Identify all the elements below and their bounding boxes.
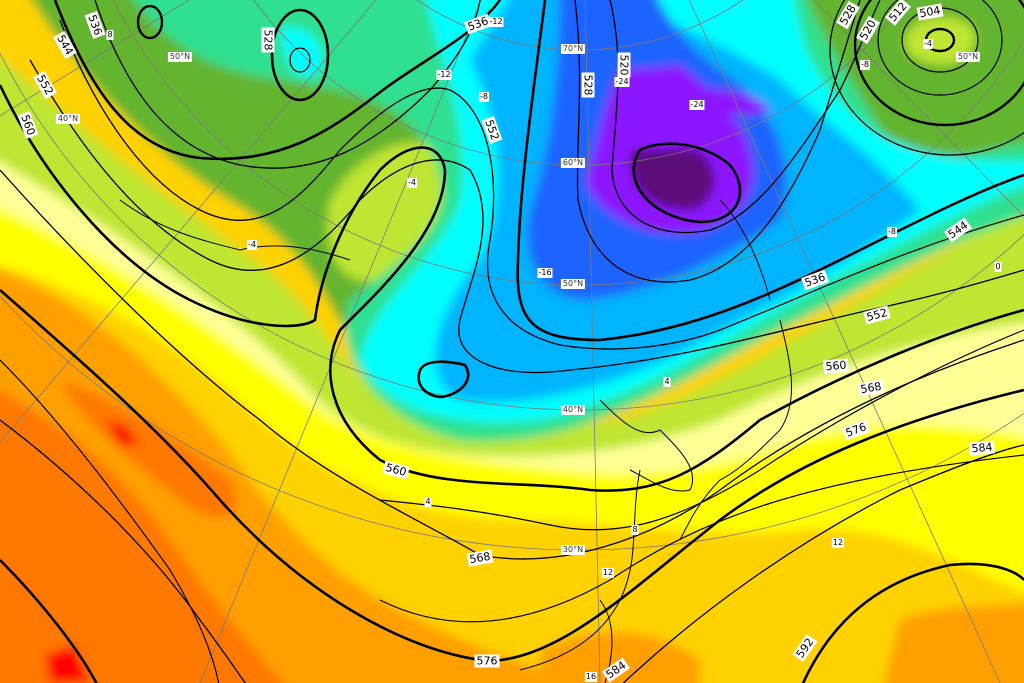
height-label: 528 <box>581 72 595 98</box>
height-label: 520 <box>617 52 631 78</box>
contour-528 <box>53 0 502 161</box>
contour-512-closed <box>632 142 742 224</box>
contour-584 <box>622 444 1024 683</box>
coastline <box>679 319 792 541</box>
contour-closed <box>136 4 164 40</box>
shade-purple-ne <box>690 88 770 115</box>
contour-closed <box>289 47 311 73</box>
shade-yellow-green <box>0 57 1024 457</box>
contour-560 <box>0 84 1024 492</box>
contour-592-west <box>0 559 98 683</box>
latitude-label: 70°N <box>560 44 586 54</box>
temperature-label: -4 <box>247 240 257 250</box>
contour-584-west <box>0 419 246 683</box>
meridian <box>0 0 377 443</box>
contour-528-trough <box>574 0 861 283</box>
temperature-label: -24 <box>614 77 630 87</box>
shade-yellow <box>0 182 1024 593</box>
temperature-label: 0 <box>994 262 1002 272</box>
temperature-label: -12 <box>488 17 504 27</box>
temperature-label: -8 <box>479 92 489 102</box>
shade-orange-east <box>884 602 1024 683</box>
coastline <box>119 199 351 261</box>
contour-520 <box>609 0 881 234</box>
temperature-label: -8 <box>860 60 870 70</box>
height-label: 560 <box>822 358 850 374</box>
temperature-label: 16 <box>584 672 598 682</box>
temperature-label: -12 <box>436 70 452 80</box>
temperature-label: -4 <box>407 178 417 188</box>
height-label: 528 <box>261 27 275 53</box>
shade-dark-orange-2 <box>60 380 237 518</box>
height-label: 584 <box>968 440 996 456</box>
contour-528-closed <box>270 8 330 102</box>
coastline <box>599 399 694 492</box>
latitude-label: 60°N <box>560 158 586 168</box>
temperature-label: 12 <box>831 538 845 548</box>
contour-552 <box>29 59 1024 374</box>
temperature-label: -4 <box>923 39 933 49</box>
contour-cutoff-low <box>417 360 470 399</box>
shade-dark-purple <box>629 148 715 211</box>
temperature-label: -24 <box>689 100 705 110</box>
latitude-label: 30°N <box>560 545 586 555</box>
height-label: 576 <box>474 654 500 668</box>
shade-dark-orange <box>0 390 284 683</box>
temperature-label: 8 <box>106 30 114 40</box>
meridian <box>199 0 482 683</box>
contour-thin <box>379 454 1024 623</box>
contour-592 <box>801 562 1024 683</box>
latitude-label: 40°N <box>560 405 586 415</box>
contour-536 <box>94 0 481 169</box>
shade-red <box>105 420 140 445</box>
coastlines <box>119 199 792 683</box>
temperature-label: -16 <box>537 268 553 278</box>
contour-thin <box>0 359 220 683</box>
latitude-label: 40°N <box>55 114 81 124</box>
meridian <box>812 0 1024 217</box>
meridian <box>688 0 1001 683</box>
coastline <box>719 199 771 301</box>
contour-ring <box>877 0 1003 96</box>
contour-ring <box>829 0 1024 156</box>
latitude-label: 50°N <box>560 279 586 289</box>
contour-544 <box>59 19 1024 350</box>
temperature-label: 8 <box>631 525 639 535</box>
temperature-label: -8 <box>887 227 897 237</box>
temperature-label: 4 <box>663 377 671 387</box>
temperature-label: 4 <box>424 497 432 507</box>
latitude-label: 50°N <box>167 52 193 62</box>
temperature-label: 12 <box>601 568 615 578</box>
contour-536-east <box>516 0 1024 342</box>
contour-512 <box>853 0 1024 127</box>
contour-thin <box>379 329 1024 531</box>
latitude-label: 50°N <box>955 52 981 62</box>
